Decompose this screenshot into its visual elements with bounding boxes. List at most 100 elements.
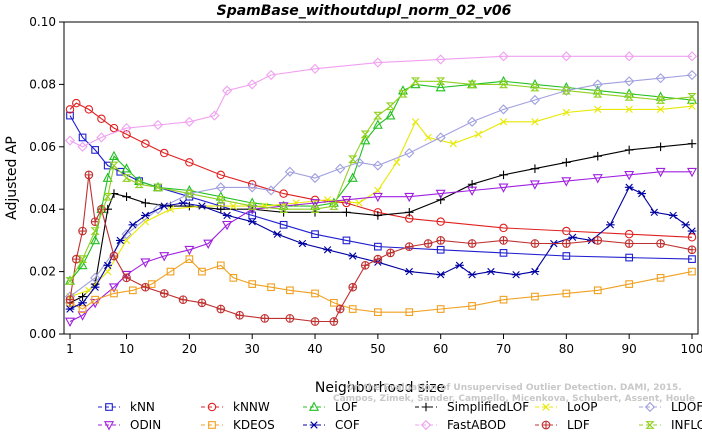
data-point [624, 171, 635, 181]
y-tick-label: 0.06 [29, 140, 56, 154]
legend-item-knnw: kNNW [201, 400, 270, 414]
legend-marker [420, 419, 432, 431]
x-tick-label: 1 [66, 342, 74, 356]
data-point [159, 289, 169, 298]
data-point [64, 135, 76, 146]
data-point [562, 108, 571, 117]
data-point [134, 180, 144, 189]
data-point [347, 172, 358, 182]
data-point [686, 51, 698, 62]
series-fastabod [64, 51, 698, 152]
x-axis: 1 10 20 30 40 50 60 70 80 90 100 [66, 334, 702, 356]
data-point [498, 104, 509, 115]
data-point [330, 298, 338, 307]
legend-label: kNNW [233, 400, 270, 414]
data-point [65, 277, 75, 285]
plot-frame [63, 21, 699, 335]
data-point [260, 314, 270, 323]
data-point [216, 195, 226, 204]
y-tick-label: 0.08 [29, 77, 56, 91]
data-point [311, 289, 319, 298]
data-point [624, 145, 634, 155]
legend-item-ldf: LDF [535, 418, 590, 432]
data-point [687, 245, 697, 255]
data-point [435, 54, 446, 65]
legend-marker [208, 421, 216, 429]
legend-marker [309, 421, 319, 429]
data-point [655, 167, 666, 178]
data-point [625, 105, 633, 114]
data-point [561, 239, 571, 248]
data-point [78, 226, 87, 236]
y-tick-label: 0.00 [29, 327, 56, 341]
data-point [184, 116, 195, 127]
data-point [531, 292, 539, 301]
y-axis-label: Adjusted AP [4, 136, 20, 220]
data-point [386, 248, 395, 258]
data-point [410, 77, 421, 86]
data-point [531, 118, 539, 126]
data-point [688, 255, 696, 263]
data-point [360, 261, 370, 270]
data-point [298, 239, 307, 248]
data-point [184, 189, 195, 198]
data-point [122, 130, 131, 139]
x-tick-label: 70 [496, 342, 511, 356]
data-point [348, 282, 358, 292]
legend-item-inflo: INFLO [639, 418, 702, 432]
data-point [197, 298, 207, 308]
series-line-knn [69, 115, 693, 260]
data-point [166, 267, 175, 276]
data-point [498, 80, 509, 89]
data-point [122, 236, 131, 245]
data-point [404, 242, 414, 251]
data-point [310, 317, 320, 326]
data-point [467, 116, 478, 127]
x-tick-label: 30 [245, 342, 260, 356]
legend-item-cof: COF [303, 418, 360, 432]
data-point [84, 170, 94, 180]
data-point [562, 289, 571, 298]
data-point [141, 139, 150, 148]
data-point [310, 205, 320, 214]
data-point [688, 267, 696, 276]
series-knnw [65, 98, 697, 242]
legend-label: SimplifiedLOF [447, 400, 529, 414]
data-point [593, 286, 602, 295]
data-point [372, 192, 383, 203]
data-point [178, 295, 188, 305]
legend-marker [645, 421, 655, 429]
data-point [593, 151, 603, 161]
data-point [65, 295, 75, 305]
data-point [404, 192, 415, 203]
data-point [109, 251, 119, 261]
data-point [279, 189, 288, 198]
credit-line-2: On the Evaluation of Unsupervised Outlie… [346, 383, 681, 393]
data-point [159, 202, 169, 210]
data-point [284, 166, 295, 177]
data-point [436, 271, 445, 279]
data-point [655, 73, 666, 84]
data-point [185, 158, 194, 167]
data-point [84, 105, 94, 114]
data-point [498, 183, 509, 193]
data-point [372, 160, 383, 171]
data-point [65, 305, 75, 313]
data-point [385, 102, 396, 111]
data-point [404, 267, 414, 276]
x-tick-label: 60 [433, 342, 448, 356]
series-inflo [65, 77, 697, 285]
legend-marker [207, 402, 217, 412]
data-point [184, 245, 195, 256]
data-point [499, 170, 508, 180]
data-point [374, 186, 382, 195]
series-line-ldof [69, 74, 693, 298]
data-point [624, 51, 635, 62]
legend-marker [541, 420, 551, 430]
data-point [530, 164, 540, 173]
data-point [71, 254, 81, 264]
series-line-kdeos [69, 258, 693, 313]
data-point [103, 192, 113, 201]
x-tick-label: 40 [307, 342, 322, 356]
data-point [360, 135, 371, 145]
